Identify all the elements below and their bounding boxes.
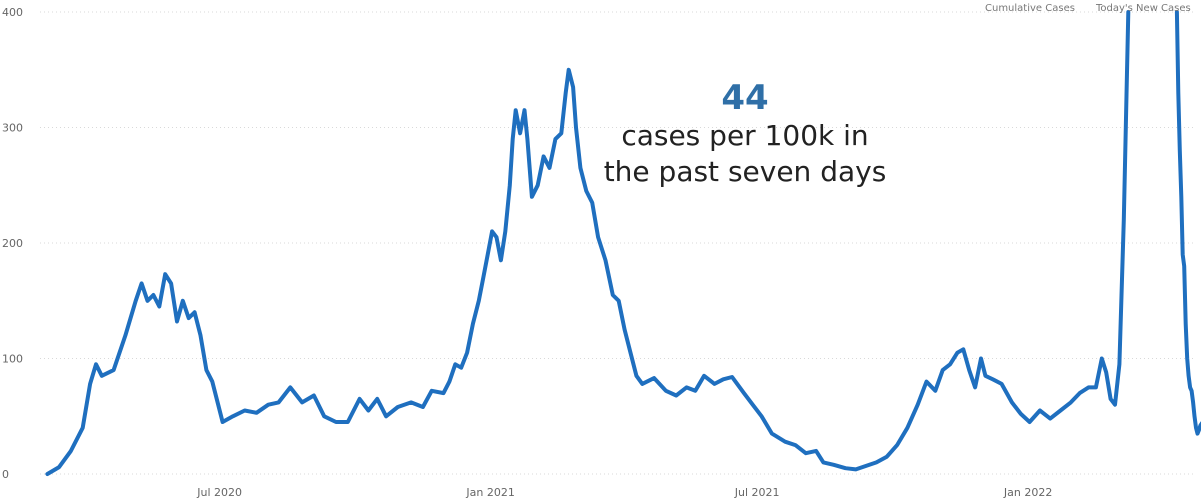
- series-line-2: [1174, 10, 1201, 436]
- y-tick-label-100: 100: [2, 353, 23, 366]
- grid-lines: [40, 11, 1196, 475]
- y-tick-label-200: 200: [2, 237, 23, 250]
- y-tick-label-0: 0: [2, 468, 9, 481]
- series-line-1: [45, 10, 1131, 476]
- legend-label-todays-new-cases[interactable]: Today's New Cases: [1095, 3, 1191, 14]
- x-tick-label-jul-2020: Jul 2020: [196, 486, 242, 499]
- legend: Cumulative Cases Today's New Cases: [985, 3, 1191, 14]
- callout-text-line1: cases per 100k in: [621, 119, 869, 152]
- x-tick-label-jan-2022: Jan 2022: [1003, 486, 1052, 499]
- y-tick-label-400: 400: [2, 6, 23, 19]
- x-tick-label-jul-2021: Jul 2021: [734, 486, 780, 499]
- callout-text-line2: the past seven days: [603, 155, 887, 188]
- cases-per-100k-value: 44: [721, 78, 769, 118]
- series-lines: [45, 10, 1201, 476]
- y-tick-label-300: 300: [2, 122, 23, 135]
- x-tick-label-jan-2021: Jan 2021: [465, 486, 514, 499]
- summary-callout: 44 cases per 100k in the past seven days: [545, 78, 945, 190]
- y-axis: 0 100 200 300 400: [2, 6, 23, 481]
- x-axis: Jul 2020 Jan 2021 Jul 2021 Jan 2022: [196, 486, 1052, 499]
- legend-label-cumulative-cases[interactable]: Cumulative Cases: [985, 3, 1075, 14]
